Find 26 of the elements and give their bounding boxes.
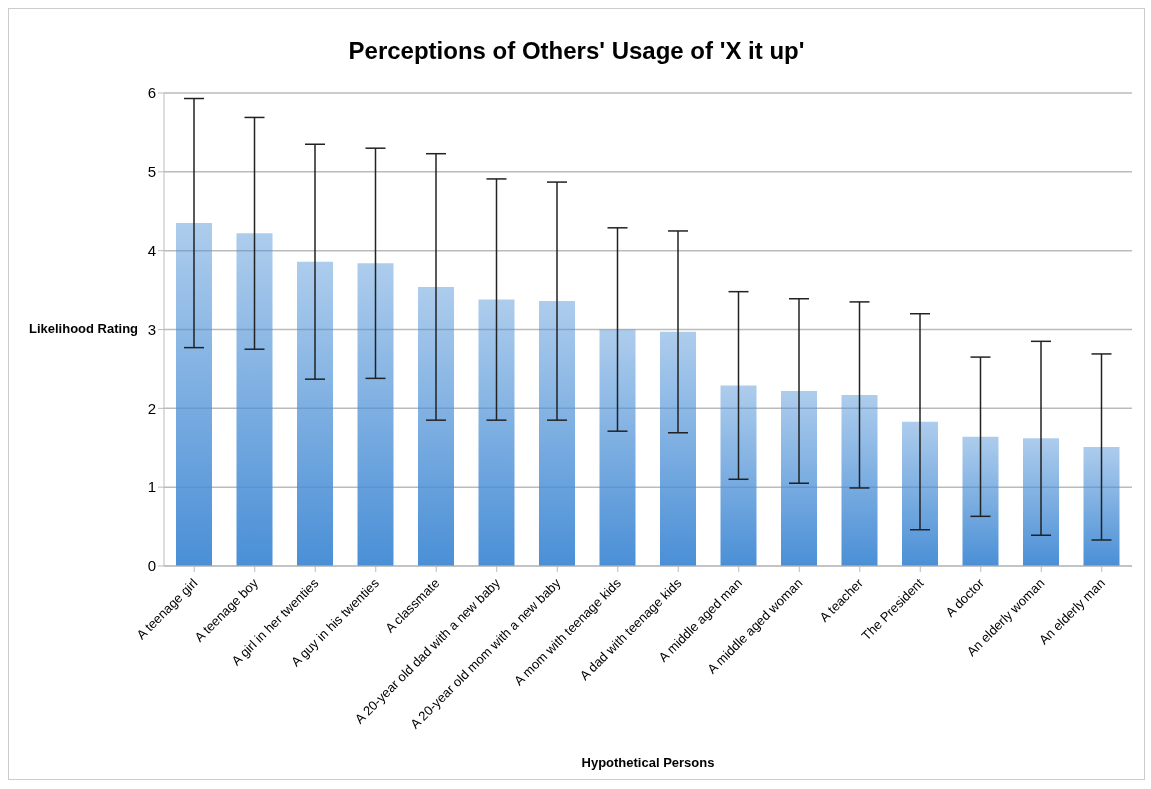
bar bbox=[781, 390, 817, 566]
y-tick-label: 6 bbox=[147, 84, 156, 102]
bar bbox=[841, 394, 878, 566]
bar bbox=[236, 233, 273, 566]
y-tick-label: 0 bbox=[147, 557, 156, 575]
bar bbox=[357, 263, 394, 566]
chart-title: Perceptions of Others' Usage of 'X it up' bbox=[347, 37, 806, 65]
bar bbox=[599, 329, 636, 566]
bar bbox=[902, 421, 938, 566]
x-axis-title: Hypothetical Persons bbox=[581, 755, 715, 770]
bar bbox=[720, 385, 757, 566]
y-tick-label: 2 bbox=[147, 399, 156, 417]
bar bbox=[1023, 438, 1059, 566]
bar bbox=[297, 261, 333, 566]
bar bbox=[478, 299, 515, 566]
bar bbox=[418, 286, 454, 566]
bar bbox=[539, 301, 575, 566]
bar bbox=[1083, 446, 1120, 566]
y-tick-label: 3 bbox=[147, 320, 156, 338]
bar bbox=[660, 331, 696, 566]
y-tick-label: 4 bbox=[147, 241, 156, 259]
bar bbox=[962, 436, 999, 566]
bar bbox=[176, 223, 212, 566]
y-tick-label: 5 bbox=[147, 163, 156, 181]
y-tick-label: 1 bbox=[147, 478, 156, 496]
y-axis-title: Likelihood Rating bbox=[29, 320, 139, 336]
